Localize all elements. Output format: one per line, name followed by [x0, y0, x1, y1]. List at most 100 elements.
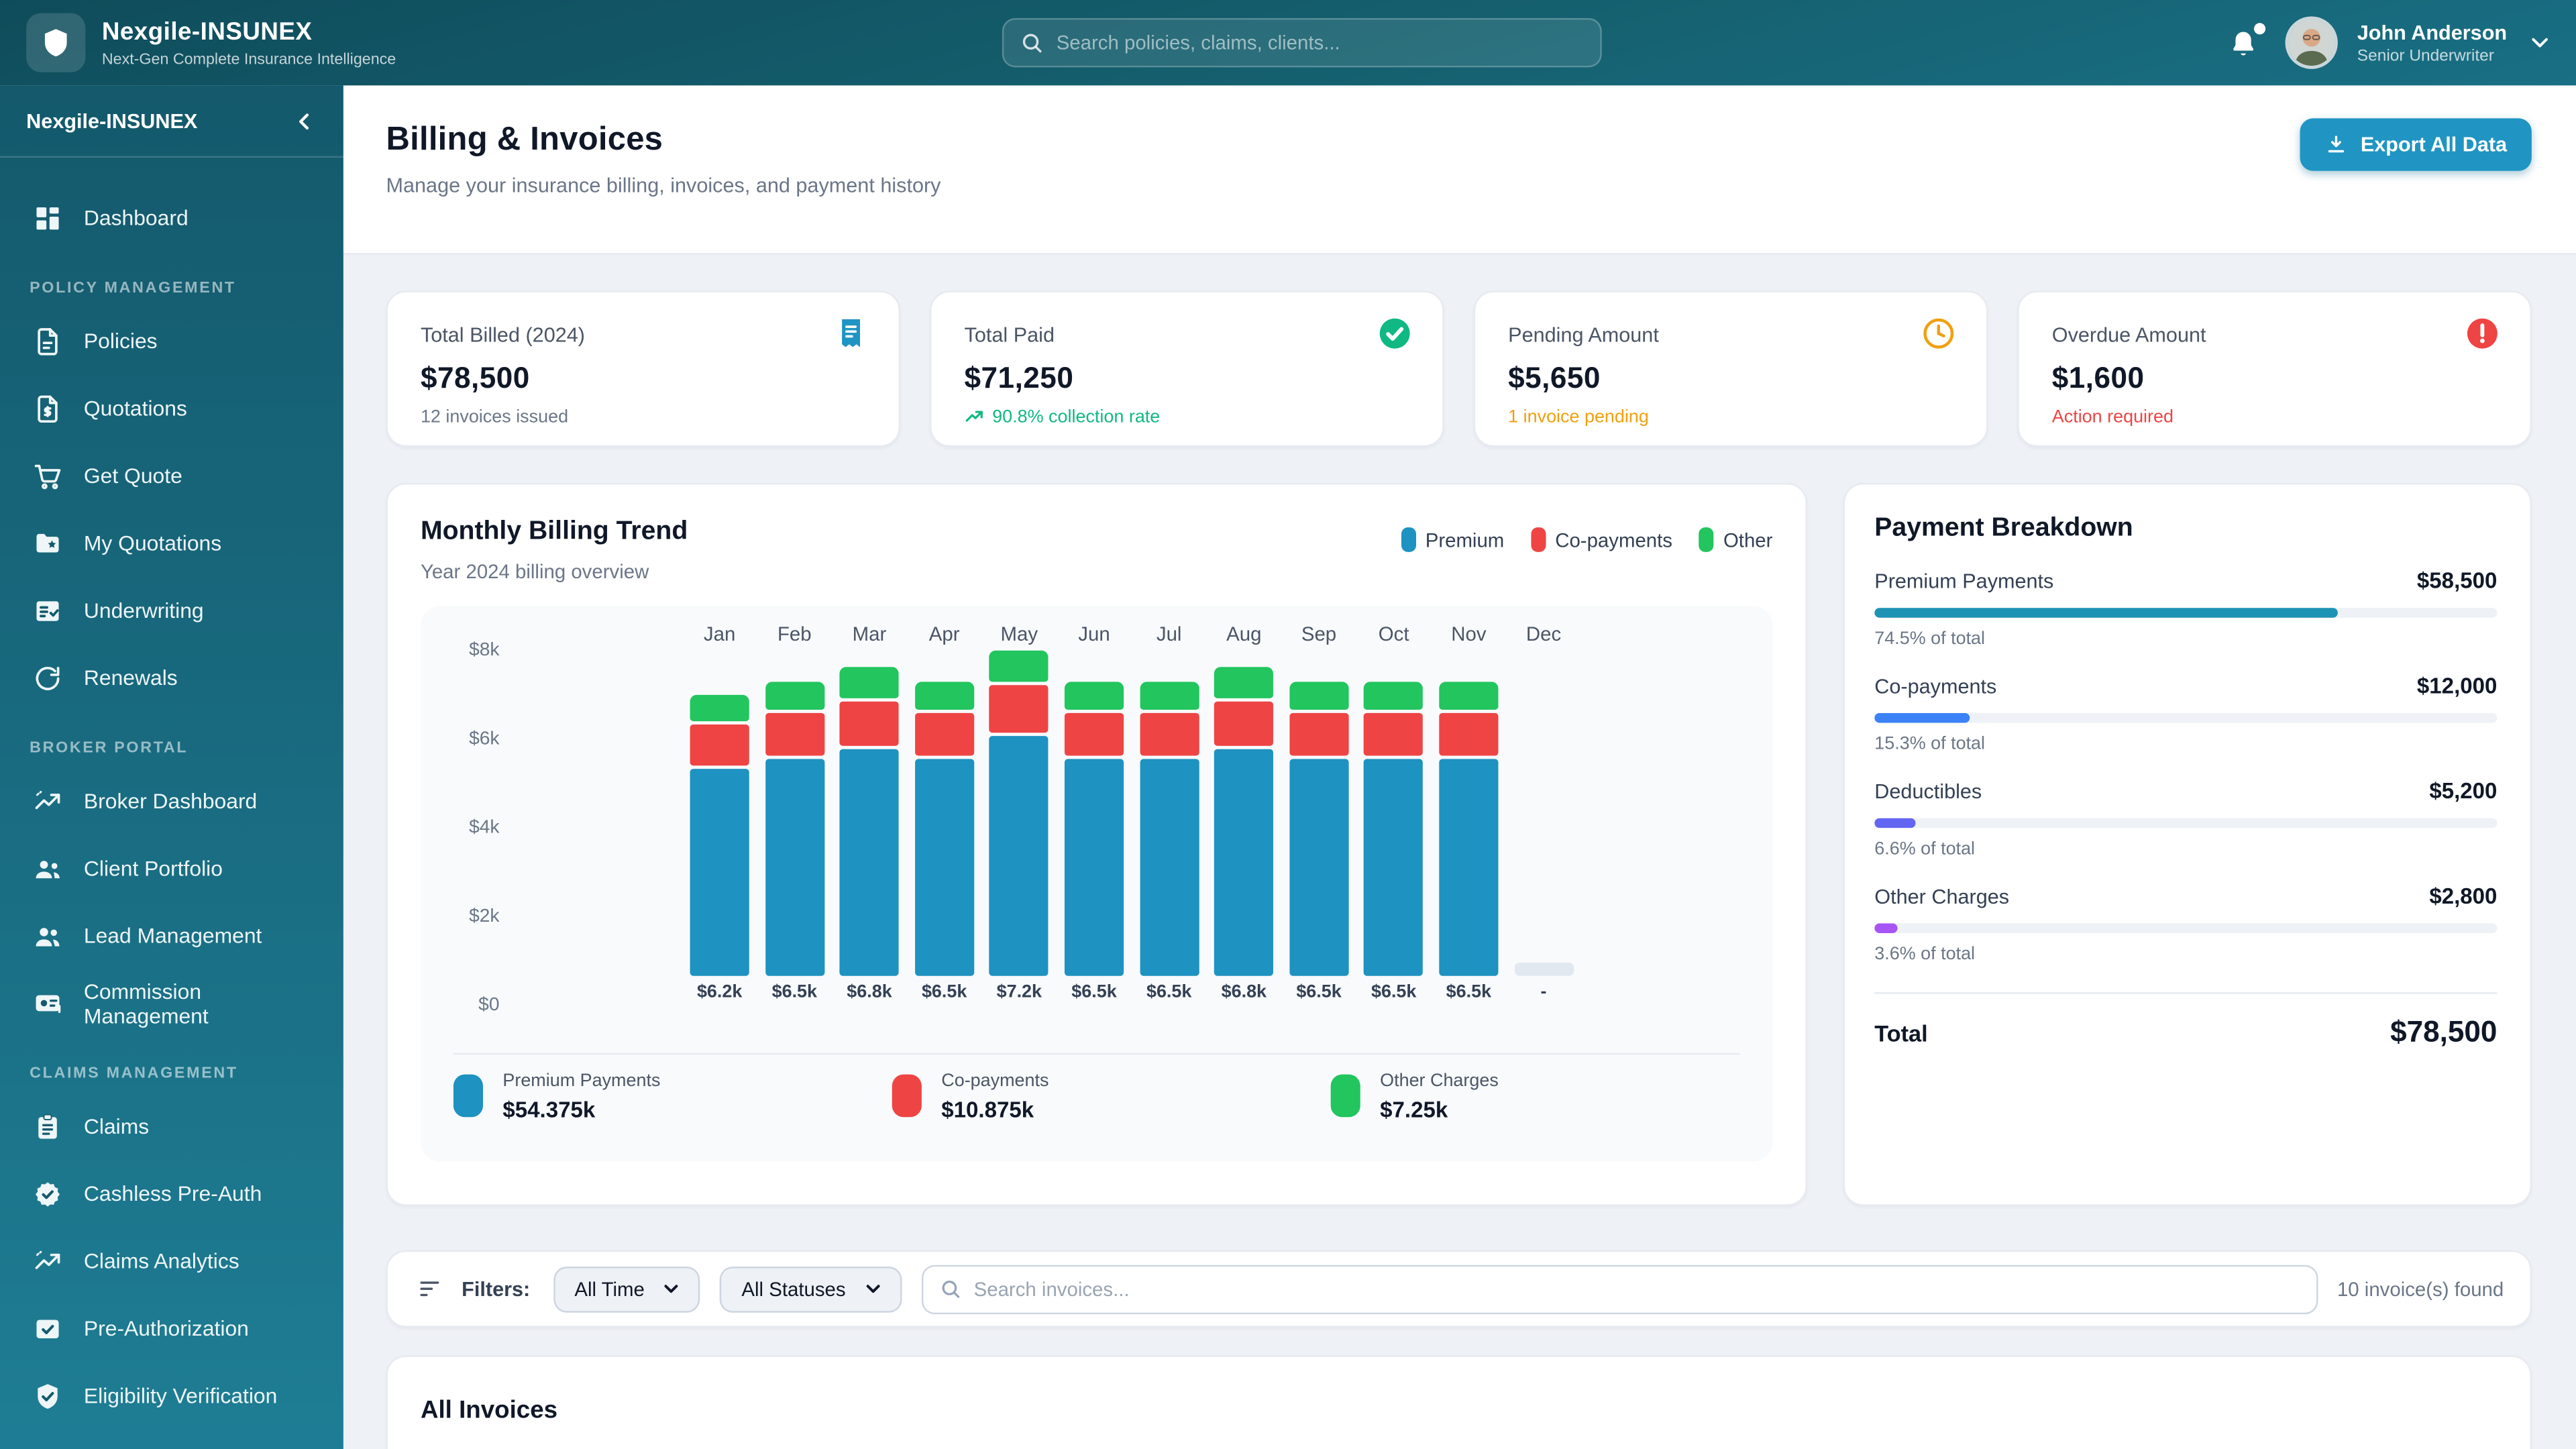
sidebar-item-quotations[interactable]: Quotations — [16, 374, 327, 441]
breakdown-percent: 3.6% of total — [1874, 945, 2497, 964]
progress-fill — [1874, 818, 1915, 828]
notifications-button[interactable] — [2222, 21, 2265, 64]
x-axis-month-label: Oct — [1356, 623, 1432, 645]
chevron-down-icon — [661, 1278, 682, 1299]
sidebar-item-label: Lead Management — [84, 923, 262, 948]
bar-segment-other — [1364, 681, 1424, 710]
y-axis-tick: $2k — [431, 907, 500, 926]
export-all-data-button[interactable]: Export All Data — [2300, 118, 2532, 170]
page-subtitle: Manage your insurance billing, invoices,… — [386, 174, 2532, 197]
color-chip — [453, 1075, 483, 1118]
stacked-bar-chart: $8k$6k$4k$2k$0Jan$6.2kFeb$6.5kMar$6.8kAp… — [421, 606, 1773, 1162]
progress-fill — [1874, 923, 1896, 933]
progress-track — [1874, 818, 2497, 828]
legend-item-other: Other — [1699, 527, 1772, 552]
sidebar-item-commission-management[interactable]: Commission Management — [16, 969, 327, 1036]
bar-segment-premium — [1364, 759, 1424, 975]
footer-stat-value: $10.875k — [941, 1097, 1049, 1122]
bar-total-label: $6.2k — [682, 982, 757, 1002]
breakdown-percent: 74.5% of total — [1874, 629, 2497, 649]
bar-segment-premium — [1289, 759, 1348, 975]
user-menu-chevron-down-icon[interactable] — [2527, 30, 2553, 56]
breakdown-label: Co-payments — [1874, 676, 1996, 698]
dashboard-icon — [33, 203, 62, 232]
bar-total-label: $6.8k — [832, 982, 908, 1002]
global-search[interactable] — [1002, 18, 1602, 67]
time-filter-select[interactable]: All Time — [553, 1266, 701, 1312]
bar-nov — [1439, 681, 1498, 976]
footer-stat-label: Co-payments — [941, 1071, 1049, 1091]
sidebar-item-claims[interactable]: Claims — [16, 1093, 327, 1160]
bar-segment-other — [690, 694, 749, 722]
stat-label: Overdue Amount — [2052, 315, 2206, 347]
sidebar-item-underwriting[interactable]: Underwriting — [16, 577, 327, 644]
chart-title: Monthly Billing Trend — [421, 517, 688, 547]
x-axis-month-label: Dec — [1506, 623, 1582, 645]
chevron-down-icon — [862, 1278, 883, 1299]
sidebar-item-label: Quotations — [84, 396, 187, 421]
bar-total-label: - — [1506, 982, 1582, 1002]
x-axis-month-label: Apr — [906, 623, 982, 645]
users-icon — [33, 921, 62, 951]
chart-footer-stat-co-payments: Co-payments $10.875k — [892, 1071, 1049, 1122]
bar-segment-co-payments — [1140, 713, 1199, 756]
notification-dot — [2253, 23, 2265, 34]
sidebar-item-lead-management[interactable]: Lead Management — [16, 902, 327, 969]
bar-total-label: $6.5k — [1431, 982, 1507, 1002]
bar-jun — [1065, 681, 1124, 976]
bar-segment-co-payments — [840, 701, 899, 746]
bar-may — [989, 650, 1049, 976]
breakdown-label: Deductibles — [1874, 780, 1982, 803]
stat-subtext: 1 invoice pending — [1508, 407, 1957, 427]
bar-segment-co-payments — [989, 685, 1049, 733]
stat-value: $1,600 — [2052, 362, 2501, 396]
sidebar-item-label: Underwriting — [84, 598, 204, 623]
users3-icon — [33, 853, 62, 883]
progress-track — [1874, 608, 2497, 618]
breakdown-value: $2,800 — [2429, 884, 2497, 909]
breakdown-total-label: Total — [1874, 1020, 1927, 1046]
breakdown-label: Other Charges — [1874, 885, 2009, 908]
card-icon — [33, 988, 62, 1018]
legend-swatch — [1699, 527, 1713, 552]
status-filter-select[interactable]: All Statuses — [720, 1266, 902, 1312]
file-dollar-icon — [33, 394, 62, 423]
sidebar-item-policies[interactable]: Policies — [16, 307, 327, 374]
sidebar-item-cashless-pre-auth[interactable]: Cashless Pre-Auth — [16, 1160, 327, 1227]
stat-label: Total Paid — [965, 315, 1055, 347]
legend-item-co-payments: Co-payments — [1530, 527, 1672, 552]
sidebar-item-my-quotations[interactable]: My Quotations — [16, 509, 327, 576]
check-circle-icon — [1377, 315, 1413, 352]
stat-card-pending-amount: Pending Amount$5,6501 invoice pending — [1474, 290, 1988, 447]
progress-track — [1874, 923, 2497, 933]
header-user-area: John Anderson Senior Underwriter — [2222, 0, 2553, 85]
chart-footer-stat-other-charges: Other Charges$7.25k — [1331, 1071, 1499, 1122]
sidebar-item-label: Policies — [84, 329, 158, 354]
bar-placeholder-dec — [1514, 963, 1573, 976]
folder-star-icon — [33, 528, 62, 557]
global-search-input[interactable] — [1057, 32, 1584, 54]
x-axis-month-label: May — [981, 623, 1057, 645]
legend-swatch — [1401, 527, 1415, 552]
bar-apr — [915, 681, 974, 976]
invoice-search-input[interactable] — [974, 1277, 2300, 1300]
avatar[interactable] — [2285, 16, 2337, 68]
sidebar-item-claims-analytics[interactable]: Claims Analytics — [16, 1227, 327, 1294]
footer-stat-label: Premium Payments — [502, 1071, 660, 1091]
sidebar-item-client-portfolio[interactable]: Client Portfolio — [16, 835, 327, 902]
invoice-search[interactable] — [921, 1264, 2317, 1313]
sidebar-item-eligibility-verification[interactable]: Eligibility Verification — [16, 1362, 327, 1429]
bar-total-label: $7.2k — [981, 982, 1057, 1002]
sidebar-item-dashboard[interactable]: Dashboard — [16, 184, 327, 251]
sidebar-collapse-button[interactable] — [288, 105, 321, 138]
bar-total-label: $6.5k — [1356, 982, 1432, 1002]
sidebar-item-renewals[interactable]: Renewals — [16, 644, 327, 711]
sidebar-item-label: Pre-Authorization — [84, 1316, 249, 1341]
search-icon — [1020, 32, 1043, 54]
sidebar-item-pre-authorization[interactable]: Pre-Authorization — [16, 1295, 327, 1362]
x-axis-month-label: Nov — [1431, 623, 1507, 645]
bar-jul — [1140, 681, 1199, 976]
sidebar-item-broker-dashboard[interactable]: Broker Dashboard — [16, 767, 327, 835]
sidebar-item-get-quote[interactable]: Get Quote — [16, 442, 327, 509]
x-axis-month-label: Mar — [832, 623, 908, 645]
